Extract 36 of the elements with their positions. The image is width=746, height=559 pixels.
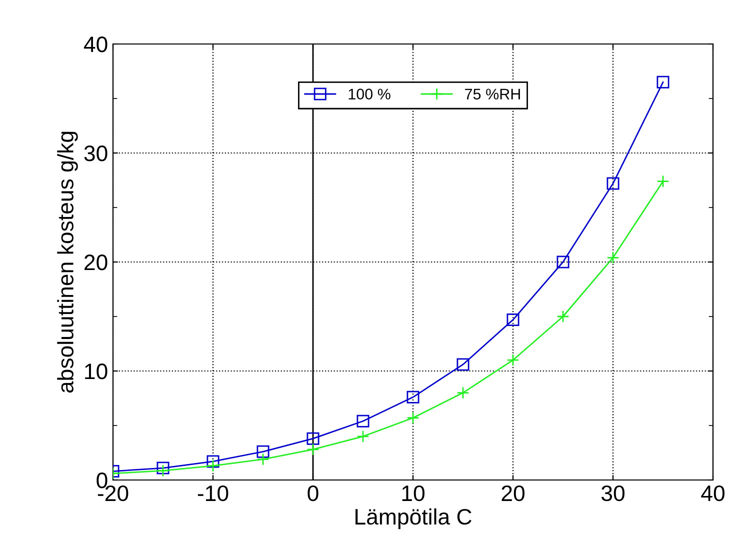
point (656, 76, 670, 88)
point (256, 453, 270, 466)
y-tick-label: 30 (84, 146, 108, 162)
x-tick-label: 20 (502, 485, 524, 502)
x-tick-label: 10 (402, 485, 424, 502)
point (606, 177, 620, 190)
point (456, 358, 470, 371)
point (356, 414, 370, 428)
point (306, 443, 320, 456)
y-tick-label: 10 (85, 364, 108, 380)
point (556, 256, 570, 268)
point (606, 251, 620, 264)
point (206, 455, 220, 468)
point (506, 354, 520, 366)
y-axis-title: absoluuttinen kosteus g/kg (57, 132, 78, 393)
x-axis-title: Lämpötila C (356, 508, 472, 530)
legend-label: 75 %RH (465, 88, 520, 100)
point (306, 432, 320, 445)
point (156, 464, 170, 477)
point (406, 412, 420, 424)
point (356, 430, 370, 443)
point (256, 445, 270, 458)
point (156, 462, 170, 474)
point (406, 390, 420, 404)
point (656, 175, 670, 188)
x-tick-label: 40 (701, 485, 724, 502)
point (456, 386, 470, 400)
x-tick-label: 0 (308, 485, 318, 502)
point (206, 460, 220, 472)
y-tick-label: 40 (84, 36, 108, 52)
x-tick-label: -10 (198, 485, 228, 502)
legend-label: 100 % (348, 88, 390, 100)
point (556, 310, 570, 323)
y-tick-label: 20 (84, 254, 108, 270)
x-tick-label: 30 (601, 485, 624, 502)
point (506, 314, 520, 326)
